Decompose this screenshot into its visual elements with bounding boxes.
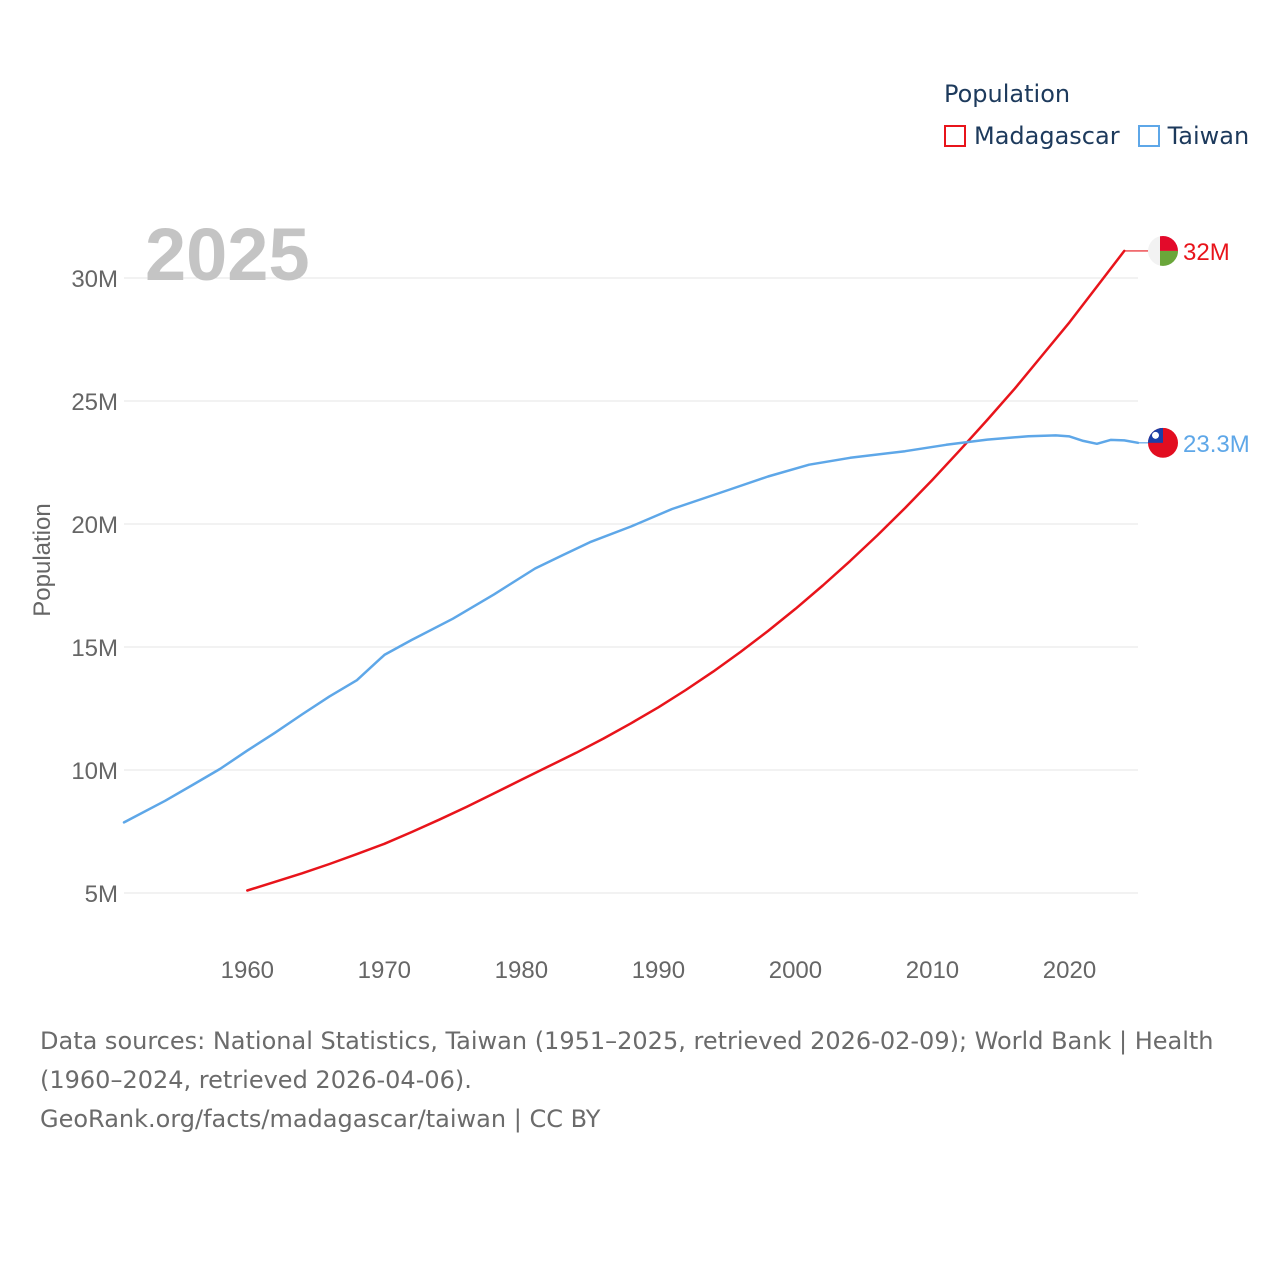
legend-title: Population (944, 80, 1071, 108)
y-tick-label: 10M (71, 758, 118, 785)
x-axis-tick-labels: 1960 1970 1980 1990 2000 2010 2020 (221, 957, 1097, 984)
footer: Data sources: National Statistics, Taiwa… (40, 1022, 1250, 1139)
legend-item-madagascar[interactable]: Madagascar (944, 122, 1120, 150)
x-tick-label: 2010 (906, 957, 959, 984)
grid-lines (124, 277, 1138, 894)
attribution-text: GeoRank.org/facts/madagascar/taiwan | CC… (40, 1105, 601, 1133)
series-line-madagascar (246, 249, 1126, 892)
legend: Madagascar Taiwan (944, 122, 1267, 150)
legend-swatch-taiwan (1137, 125, 1160, 147)
x-tick-label: 1970 (358, 957, 411, 984)
taiwan-flag-icon (1148, 427, 1178, 458)
y-tick-label: 20M (71, 512, 118, 539)
y-tick-label: 5M (85, 881, 118, 908)
madagascar-flag-icon (1148, 235, 1178, 266)
data-sources-text: Data sources: National Statistics, Taiwa… (40, 1027, 1214, 1094)
y-axis-label: Population (29, 503, 56, 616)
y-axis-tick-labels: 5M 10M 15M 20M 25M 30M (71, 266, 118, 908)
x-tick-label: 1980 (495, 957, 548, 984)
x-tick-label: 2020 (1043, 957, 1096, 984)
series-lines (122, 249, 1140, 892)
legend-swatch-madagascar (944, 125, 966, 147)
year-overlay: 2025 (145, 213, 310, 296)
series-end-markers: 32M 23.3M (1124, 235, 1250, 458)
y-tick-label: 25M (71, 389, 118, 416)
series-line-taiwan (122, 434, 1140, 824)
legend-item-taiwan[interactable]: Taiwan (1137, 122, 1250, 150)
x-tick-label: 1960 (221, 957, 274, 984)
y-tick-label: 15M (71, 635, 118, 662)
end-value-label-madagascar: 32M (1183, 239, 1230, 266)
x-tick-label: 1990 (632, 957, 685, 984)
y-tick-label: 30M (71, 266, 118, 293)
end-value-label-taiwan: 23.3M (1183, 431, 1250, 458)
legend-label-taiwan: Taiwan (1167, 122, 1250, 150)
x-tick-label: 2000 (769, 957, 822, 984)
legend-label-madagascar: Madagascar (974, 122, 1120, 150)
